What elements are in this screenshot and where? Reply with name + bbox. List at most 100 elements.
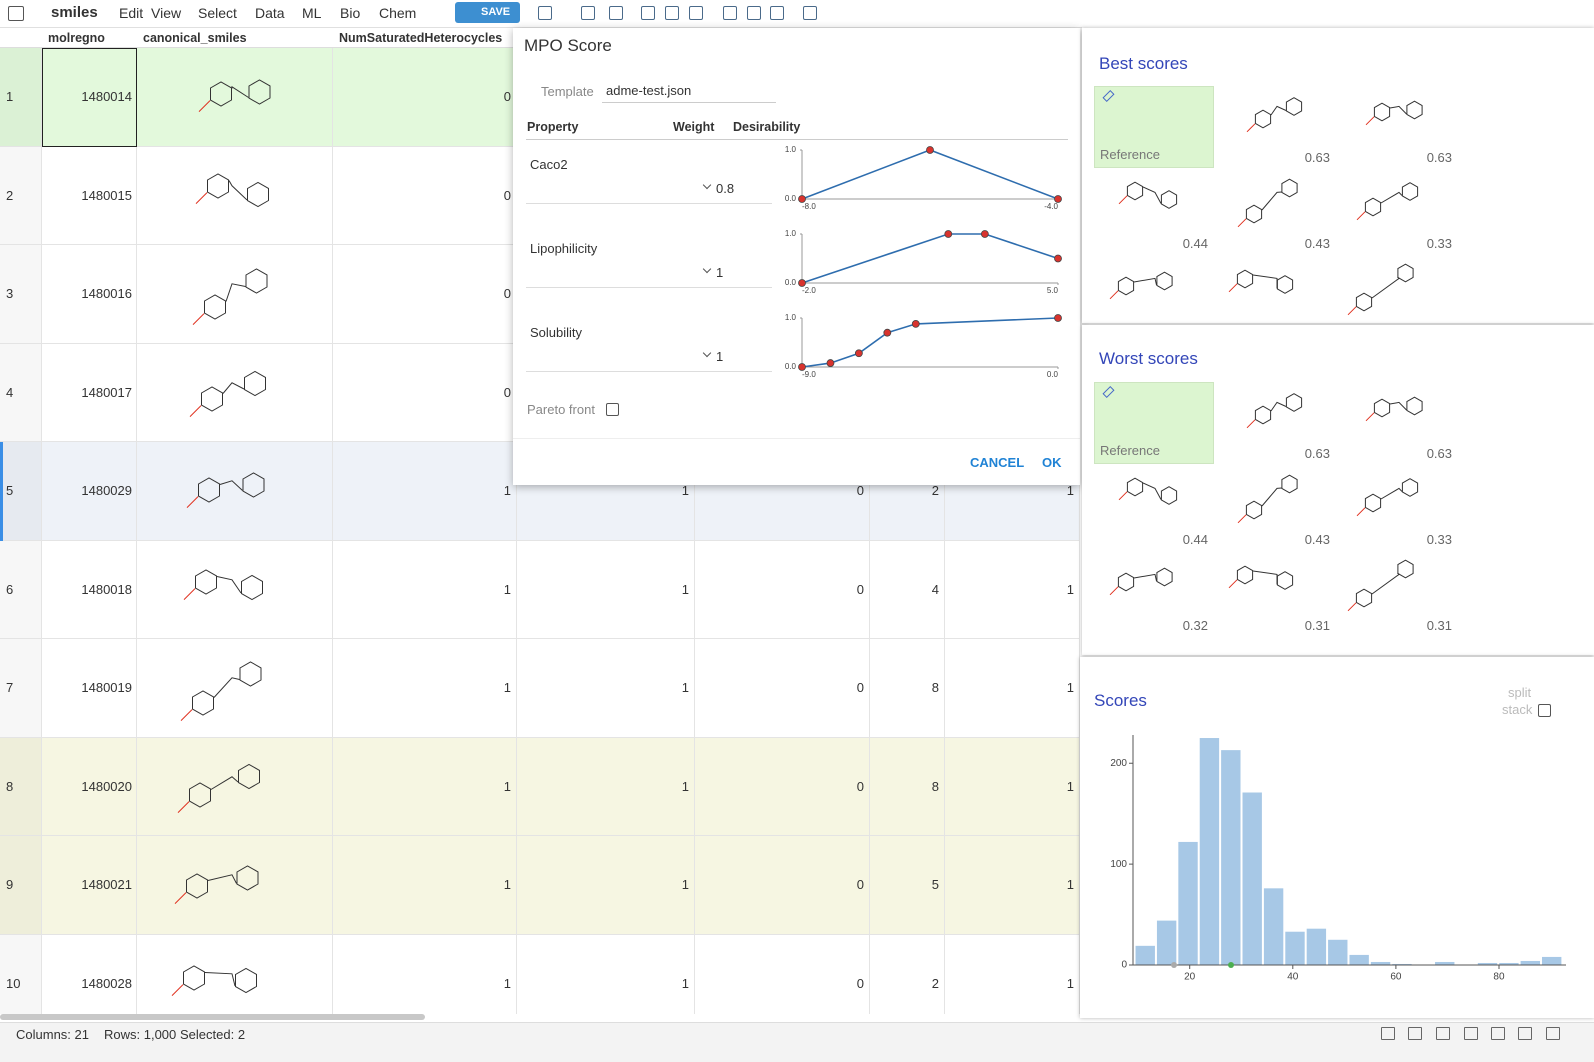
histogram-bar[interactable] [1156,920,1177,965]
thumbnail[interactable] [1338,258,1458,323]
desirability-point[interactable] [883,328,892,337]
menu-item[interactable]: Select [198,5,237,21]
histogram-bar[interactable] [1306,928,1327,965]
weight-input[interactable]: 0.8 [526,174,772,204]
grid-row[interactable]: 7 1480019 1 1 0 8 1 [0,639,1080,738]
toolbar-icon[interactable] [770,6,784,20]
toolbar-icon[interactable] [803,6,817,20]
thumbnail[interactable]: 0.63 [1338,86,1458,168]
column-header[interactable]: molregno [48,31,105,45]
histogram-bar[interactable] [1499,962,1519,965]
stack-checkbox[interactable] [1538,704,1551,717]
grid-row[interactable]: 8 1480020 1 1 0 8 1 [0,737,1080,836]
thumbnail[interactable]: 0.43 [1216,468,1336,550]
histogram-bar[interactable] [1135,945,1155,965]
range-handle[interactable] [1228,962,1234,968]
status-icon[interactable] [1518,1027,1532,1040]
status-icon[interactable] [1546,1027,1560,1040]
desirability-point[interactable] [1054,195,1062,203]
cancel-button[interactable]: CANCEL [970,455,1025,470]
grid-row[interactable]: 10 1480028 1 1 0 2 1 [0,934,1080,1014]
desirability-point[interactable] [826,359,835,367]
edit-icon[interactable] [1102,385,1115,399]
thumbnail[interactable] [1216,258,1336,323]
histogram-bar[interactable] [1199,738,1220,965]
close-icon[interactable] [1063,6,1075,18]
histogram-bar[interactable] [1520,960,1540,965]
desirability-point[interactable] [854,349,863,358]
histogram-bar[interactable] [1178,841,1198,965]
thumbnail[interactable]: Reference [1094,86,1214,168]
weight-input[interactable]: 1 [526,342,772,372]
table-icon[interactable] [8,6,24,21]
desirability-point[interactable] [1054,254,1062,263]
range-handle[interactable] [1171,962,1177,968]
histogram-bar[interactable] [1263,888,1284,965]
desirability-point[interactable] [798,279,806,287]
template-select[interactable]: adme-test.json [602,80,776,103]
grid-row[interactable]: 9 1480021 1 1 0 5 1 [0,836,1080,935]
thumbnail[interactable]: 0.33 [1338,172,1458,254]
thumbnail[interactable]: 0.33 [1338,468,1458,550]
histogram-bar[interactable] [1328,939,1348,965]
thumbnail[interactable]: 0.32 [1094,554,1214,636]
histogram-bar[interactable] [1435,961,1455,965]
histogram-bar[interactable] [1370,961,1391,965]
thumbnail[interactable]: 0.63 [1216,382,1336,464]
status-icon[interactable] [1491,1027,1505,1040]
histogram-bar[interactable] [1541,956,1562,965]
pareto-checkbox[interactable] [606,403,619,416]
stack-option[interactable]: stack [1502,702,1533,717]
histogram-bar[interactable] [1221,750,1241,965]
status-icon[interactable] [1408,1027,1422,1040]
grid-row[interactable]: 6 1480018 1 1 0 4 1 [0,540,1080,639]
menu-item[interactable]: Edit [119,5,144,21]
weight-input[interactable]: 1 [526,258,772,288]
thumbnail[interactable]: 0.31 [1338,554,1458,636]
toolbar-icon[interactable] [641,6,655,20]
toolbar-icon[interactable] [665,6,679,20]
save-button[interactable]: SAVE [455,2,520,23]
histogram-bar[interactable] [1477,962,1498,965]
thumbnail[interactable] [1094,258,1214,323]
toolbar-icon[interactable] [538,6,552,20]
desirability-point[interactable] [1054,314,1062,322]
split-option[interactable]: split [1508,685,1532,700]
molecule [195,172,269,207]
toolbar-icon[interactable] [747,6,761,20]
histogram-bar[interactable] [1285,931,1305,965]
thumbnail[interactable]: 0.44 [1094,468,1214,550]
toolbar-icon[interactable] [723,6,737,20]
column-header[interactable]: canonical_smiles [143,31,247,45]
status-icon[interactable] [1436,1027,1450,1040]
edit-icon[interactable] [1102,89,1115,103]
histogram-bar[interactable] [1349,954,1369,965]
desirability-point[interactable] [798,363,806,371]
thumbnail[interactable]: 0.31 [1216,554,1336,636]
status-icon[interactable] [1381,1027,1395,1040]
menu-item[interactable]: ML [302,5,322,21]
status-icon[interactable] [1464,1027,1478,1040]
histogram-bar[interactable] [1392,963,1412,965]
menu-item[interactable]: Bio [340,5,361,21]
menu-item[interactable]: Data [255,5,285,21]
desirability-point[interactable] [944,230,953,238]
histogram-bar[interactable] [1242,792,1262,966]
thumbnail[interactable]: 0.43 [1216,172,1336,254]
thumbnail[interactable]: 0.63 [1216,86,1336,168]
menu-item[interactable]: View [151,5,182,21]
thumbnail[interactable]: Reference [1094,382,1214,464]
thumbnail[interactable]: 0.63 [1338,382,1458,464]
desirability-point[interactable] [926,146,934,154]
column-header[interactable]: NumSaturatedHeterocycles [339,31,503,45]
menu-item[interactable]: Chem [379,5,417,21]
desirability-point[interactable] [911,319,920,328]
ok-button[interactable]: OK [1042,455,1062,470]
desirability-point[interactable] [980,230,989,238]
toolbar-icon[interactable] [581,6,595,20]
scrollbar[interactable] [0,1014,425,1020]
thumbnail[interactable]: 0.44 [1094,172,1214,254]
desirability-point[interactable] [798,195,806,203]
toolbar-icon[interactable] [609,6,623,20]
toolbar-icon[interactable] [689,6,703,20]
